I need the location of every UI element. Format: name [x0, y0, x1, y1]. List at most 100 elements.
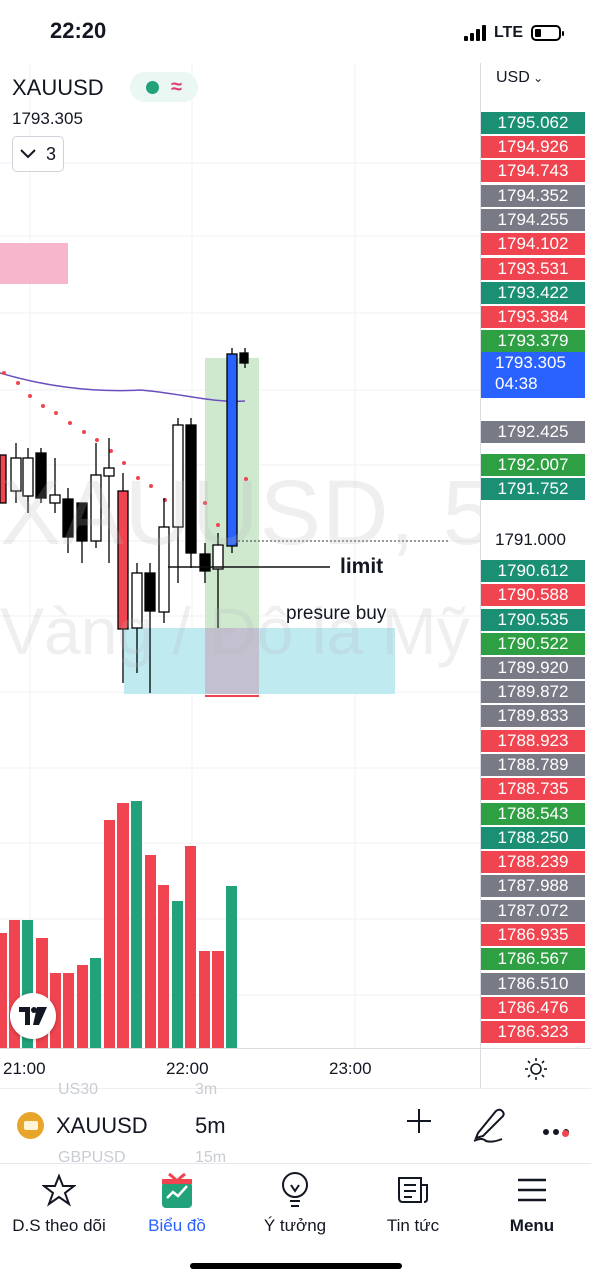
- lightbulb-icon: [282, 1172, 308, 1207]
- volume-histogram: [0, 801, 237, 1048]
- chart-canvas[interactable]: [0, 63, 480, 1048]
- price-label: 1793.384: [481, 306, 585, 328]
- price-label: 1791.752: [481, 478, 585, 500]
- price-label: 1793.379: [481, 330, 585, 352]
- chevron-down-icon: ⌄: [529, 71, 544, 85]
- interval-selector[interactable]: 5m: [195, 1113, 226, 1138]
- add-button[interactable]: [405, 1105, 433, 1141]
- indicator-count: 3: [45, 143, 56, 164]
- price-label: 1788.239: [481, 851, 585, 873]
- price-label: 1786.567: [481, 948, 585, 970]
- price-label: 1790.612: [481, 560, 585, 582]
- price-label: 1794.743: [481, 160, 585, 182]
- symbol-toolbar: US30 3m XAUUSD 5m GBPUSD 15m: [0, 1081, 591, 1166]
- bar-countdown: 04:38: [495, 374, 538, 393]
- price-label: 1792.007: [481, 454, 585, 476]
- nav-chart[interactable]: Biểu đồ: [118, 1164, 236, 1236]
- battery-icon: [531, 25, 564, 41]
- price-label: 1794.352: [481, 185, 585, 207]
- price-label: 1788.735: [481, 778, 585, 800]
- indicator-toggle-button[interactable]: 3: [12, 136, 64, 172]
- price-label: 1789.920: [481, 657, 585, 679]
- price-label: 1792.425: [481, 421, 585, 443]
- currency-selector[interactable]: USD ⌄: [496, 69, 543, 87]
- price-label: 1786.476: [481, 997, 585, 1019]
- drawing-tools-button[interactable]: [472, 1105, 508, 1145]
- price-label: 1787.988: [481, 875, 585, 897]
- scroll-interval-below[interactable]: 15m: [195, 1149, 227, 1166]
- price-label: 1786.935: [481, 924, 585, 946]
- supply-zone: [0, 243, 68, 284]
- home-indicator: [190, 1263, 402, 1269]
- price-label: 1788.250: [481, 827, 585, 849]
- pressure-buy-label: presure buy: [286, 603, 387, 624]
- realtime-icon: ≈: [171, 76, 182, 98]
- status-time: 22:20: [50, 18, 107, 43]
- chart-last-price: 1793.305: [12, 109, 83, 128]
- nav-label: Biểu đồ: [148, 1216, 206, 1235]
- price-label: 1794.102: [481, 233, 585, 255]
- limit-label: limit: [340, 555, 384, 578]
- pressure-buy-zone: [124, 628, 395, 694]
- price-label: 1786.323: [481, 1021, 585, 1043]
- scroll-symbol-above[interactable]: US30: [58, 1081, 99, 1098]
- notification-dot: [562, 1130, 569, 1137]
- current-price-value: 1793.305: [495, 353, 566, 372]
- plus-icon: [407, 1109, 431, 1133]
- gold-bar-icon: [17, 1112, 44, 1139]
- nav-label: Tin tức: [386, 1216, 440, 1235]
- hamburger-icon: [518, 1178, 546, 1202]
- currency-label: USD: [496, 69, 530, 86]
- chart-gift-icon: [162, 1172, 192, 1208]
- star-icon: [42, 1173, 76, 1207]
- nav-menu[interactable]: Menu: [473, 1164, 591, 1236]
- time-tick: 22:00: [166, 1059, 209, 1078]
- nav-ideas[interactable]: Ý tưởng: [236, 1164, 354, 1236]
- price-label: 1789.872: [481, 681, 585, 703]
- network-type: LTE: [493, 24, 523, 41]
- more-options-button[interactable]: [542, 1114, 572, 1145]
- nav-watchlist[interactable]: D.S theo dõi: [0, 1164, 118, 1236]
- scroll-symbol-below[interactable]: GBPUSD: [58, 1149, 126, 1166]
- chart-symbol[interactable]: XAUUSD: [12, 75, 104, 100]
- price-label: 1793.531: [481, 258, 585, 280]
- nav-label: Menu: [509, 1216, 555, 1235]
- symbol-selector[interactable]: XAUUSD: [56, 1113, 148, 1138]
- pen-icon: [473, 1108, 505, 1143]
- chevron-down-icon: [20, 149, 36, 159]
- tradingview-logo-icon[interactable]: [10, 993, 56, 1039]
- crosshair-price: 1791.000: [495, 530, 566, 549]
- candlesticks: [0, 348, 249, 693]
- signal-icon: [463, 25, 486, 41]
- price-label: 1793.422: [481, 282, 585, 304]
- market-open-icon: [146, 80, 159, 94]
- market-status-pill[interactable]: ≈: [130, 72, 198, 102]
- price-label: 1790.588: [481, 584, 585, 606]
- nav-label: D.S theo dõi: [12, 1216, 106, 1235]
- watermark-symbol: XAUUSD, 5: [0, 462, 480, 564]
- price-label: 1786.510: [481, 973, 585, 995]
- watermark-description: Vàng / Đô la Mỹ: [0, 594, 470, 668]
- sun-icon: [525, 1057, 547, 1080]
- bottom-navigation: D.S theo dõi Biểu đồ Ý tưởng Tin tức Men…: [0, 1163, 591, 1281]
- scroll-interval-above[interactable]: 3m: [195, 1081, 218, 1098]
- price-label: 1788.923: [481, 730, 585, 752]
- chart-settings-button[interactable]: [480, 1048, 591, 1088]
- long-position-stop: [205, 628, 259, 694]
- price-label: 1795.062: [481, 112, 585, 134]
- current-price-label: 1793.305 04:38: [481, 352, 585, 398]
- time-tick: 21:00: [3, 1059, 46, 1078]
- nav-label: Ý tưởng: [263, 1216, 327, 1235]
- price-label: 1788.543: [481, 803, 585, 825]
- price-label: 1789.833: [481, 705, 585, 727]
- price-label: 1794.255: [481, 209, 585, 231]
- moving-average-line: [0, 372, 246, 403]
- price-axis[interactable]: USD ⌄ 1795.062 1794.926 1794.743 1794.352 17…: [480, 63, 591, 1048]
- price-label: 1788.789: [481, 754, 585, 776]
- chart-area[interactable]: XAUUSD, 5 Vàng / Đô la Mỹ limit presure …: [0, 63, 480, 1048]
- time-tick: 23:00: [329, 1059, 372, 1078]
- time-axis[interactable]: 21:00 22:00 23:00: [0, 1048, 480, 1089]
- price-label: 1787.072: [481, 900, 585, 922]
- nav-news[interactable]: Tin tức: [354, 1164, 472, 1236]
- price-label: 1790.522: [481, 633, 585, 655]
